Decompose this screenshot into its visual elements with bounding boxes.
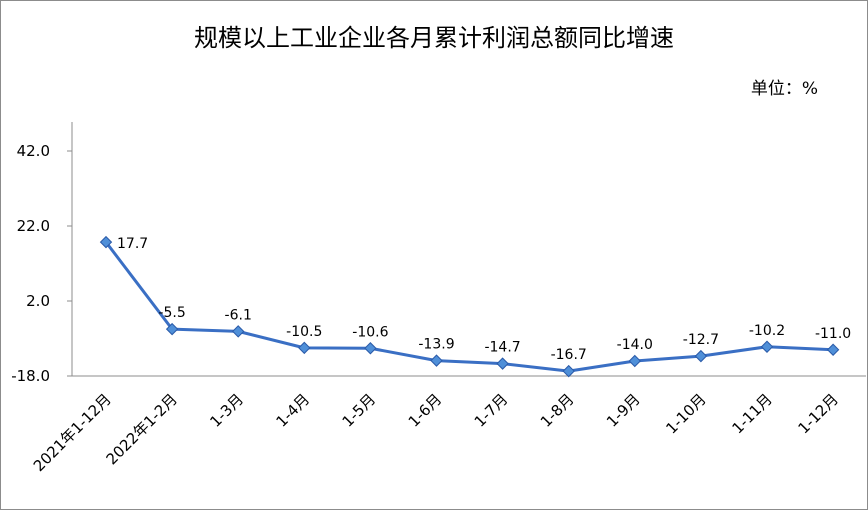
data-point-marker xyxy=(694,349,708,363)
y-tick-label: 42.0 xyxy=(17,142,50,160)
x-tick-label: 1-8月 xyxy=(537,390,578,431)
x-tick-label: 1-7月 xyxy=(471,390,512,431)
data-point-marker xyxy=(99,235,113,249)
data-label: -10.2 xyxy=(749,323,785,339)
data-point-marker xyxy=(760,340,774,353)
y-tick-labels: 42.0 22.0 2.0 -18.0 xyxy=(11,142,50,385)
data-point-marker xyxy=(430,354,443,367)
data-label: -14.7 xyxy=(484,340,520,356)
data-label: -14.0 xyxy=(617,337,653,353)
series-polyline xyxy=(104,241,834,373)
x-tick-label: 2021年1-12月 xyxy=(30,390,115,475)
data-labels: 17.7 -5.5 -6.1 -10.5 -10.6 -13.9 -14.7 -16.7 -14… xyxy=(117,236,851,363)
y-tick-label: 2.0 xyxy=(26,292,50,310)
data-label: -16.7 xyxy=(551,347,587,363)
data-label: -6.1 xyxy=(225,307,252,323)
data-points xyxy=(99,235,840,378)
y-tick-label: -18.0 xyxy=(11,367,50,385)
series-line xyxy=(104,241,834,373)
x-tick-label: 1-9月 xyxy=(603,390,644,431)
x-tick-label: 1-5月 xyxy=(339,390,380,431)
data-label: -11.0 xyxy=(815,326,851,342)
y-tick-label: 22.0 xyxy=(17,217,50,235)
chart-title: 规模以上工业企业各月累计利润总额同比增速 xyxy=(194,24,674,52)
x-tick-label: 1-4月 xyxy=(272,390,313,431)
x-tick-label: 1-10月 xyxy=(662,390,709,437)
data-point-marker xyxy=(562,364,575,378)
data-label: -13.9 xyxy=(418,337,454,353)
data-point-marker xyxy=(364,342,377,355)
x-tick-label: 1-11月 xyxy=(728,390,775,437)
data-label: -10.5 xyxy=(286,324,322,340)
data-point-marker xyxy=(298,341,311,355)
data-point-marker xyxy=(165,322,179,336)
x-tick-label: 1-3月 xyxy=(206,390,247,431)
data-label: -10.6 xyxy=(352,324,388,340)
data-point-marker xyxy=(628,354,642,368)
unit-label: 单位：% xyxy=(751,79,818,99)
axes xyxy=(67,122,866,377)
data-label: -5.5 xyxy=(158,305,185,321)
data-point-marker xyxy=(496,357,509,370)
data-label: 17.7 xyxy=(117,236,148,252)
x-tick-label: 2022年1-2月 xyxy=(103,390,181,468)
data-point-marker xyxy=(826,343,840,356)
data-label: -12.7 xyxy=(683,332,719,348)
x-tick-label: 1-6月 xyxy=(405,390,446,431)
x-tick-label: 1-12月 xyxy=(795,390,842,437)
data-point-marker xyxy=(231,325,245,338)
